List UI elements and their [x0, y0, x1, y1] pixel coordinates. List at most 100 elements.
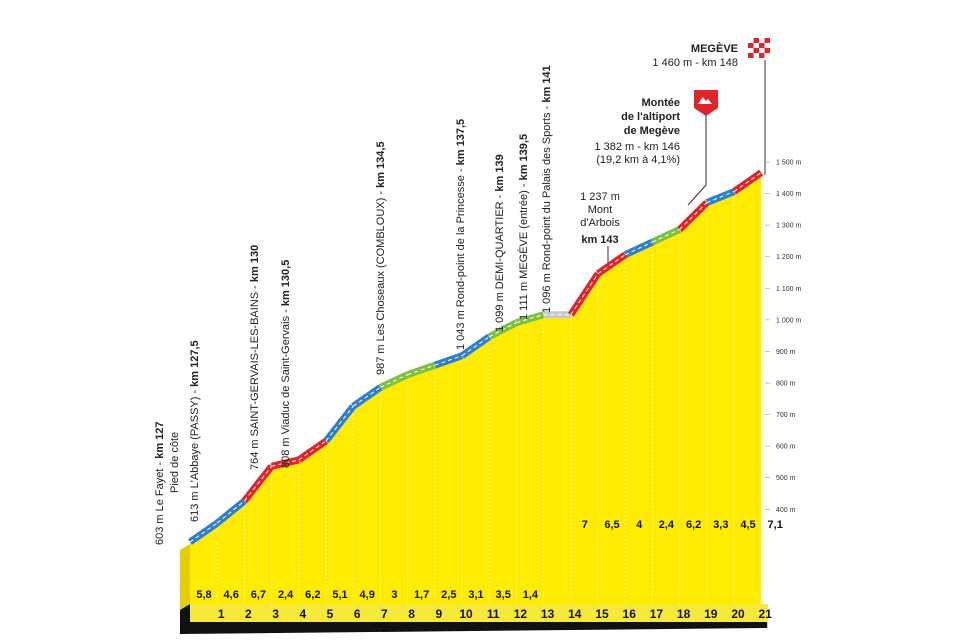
stripe-dash	[624, 241, 653, 256]
grade-label: 1,7	[414, 589, 429, 601]
grade-label: 5,8	[196, 589, 211, 601]
grade-label: 3,1	[468, 589, 483, 601]
place-name: 613 m L'Abbaye (PASSY) -	[189, 387, 201, 522]
stripe-dash	[244, 465, 272, 502]
place-name: 1 043 m Rond-point de la Princesse -	[455, 165, 467, 350]
grade-label: 2,5	[441, 589, 456, 601]
altiport-line: (19,2 km à 4,1%)	[596, 154, 680, 166]
altiport-line: 1 382 m - km 146	[594, 141, 680, 153]
place-km: km 127	[154, 421, 166, 458]
km-label: 18	[677, 607, 691, 621]
grade-label: 2,4	[278, 589, 294, 601]
place-annotation: 603 m Le Fayet - km 127	[154, 421, 166, 545]
place-name: 808 m Viaduc de Saint-Gervais -	[280, 306, 292, 468]
grade-label: 3,5	[496, 589, 511, 601]
place-km: km 137,5	[455, 119, 467, 165]
place-name: 603 m Le Fayet -	[154, 459, 166, 545]
y-tick-label: 900 m	[776, 349, 796, 356]
finish-title: MEGÈVE	[691, 42, 738, 55]
stripe-dash	[271, 459, 299, 467]
y-tick-label: 400 m	[776, 507, 796, 514]
altiport-flag	[694, 90, 718, 116]
place-annotation: 613 m L'Abbaye (PASSY) - km 127,5	[189, 340, 201, 522]
km-label: 16	[623, 607, 637, 621]
place-annotation: 1 043 m Rond-point de la Princesse - km …	[455, 119, 467, 350]
stripe-dash	[407, 364, 435, 376]
stripe-dash	[679, 202, 708, 230]
grade-label: 7,1	[768, 519, 783, 531]
place-name: Pied de côte	[169, 432, 181, 493]
finish-flag	[748, 38, 770, 58]
place-name: 1 099 m DEMI-QUARTIER -	[494, 192, 506, 332]
altiport-title: de l'altiport	[621, 111, 680, 123]
place-annotation: 764 m SAINT-GERVAIS-LES-BAINS - km 130	[249, 245, 261, 470]
stripe-dash	[434, 355, 463, 366]
y-tick-label: 1 400 m	[776, 191, 801, 198]
stripe-dash	[380, 374, 408, 388]
km-label: 11	[487, 607, 500, 621]
profile-side	[180, 544, 190, 610]
y-tick-label: 800 m	[776, 381, 796, 388]
stripe-dash	[216, 500, 245, 524]
place-km: km 134,5	[375, 141, 387, 187]
km-label: 13	[541, 607, 555, 621]
grade-label: 7	[582, 519, 588, 531]
place-name: 1 096 m Rond-point du Palais des Sports …	[541, 103, 553, 313]
stripe-dash	[733, 172, 762, 192]
stripe-dash	[352, 386, 381, 407]
profile-area	[190, 174, 762, 604]
stripe-dash	[597, 254, 626, 275]
arbois-line: 1 237 m	[580, 191, 620, 203]
km-label: 9	[435, 607, 442, 621]
km-label: 20	[731, 607, 745, 621]
stripe-dash	[298, 440, 327, 461]
grade-label: 6,2	[305, 589, 320, 601]
place-name: 1 111 m MEGÈVE (entrée) -	[517, 180, 530, 320]
stripe-dash	[516, 314, 544, 324]
place-annotation: 1 099 m DEMI-QUARTIER - km 139	[494, 154, 506, 332]
place-name: 764 m SAINT-GERVAIS-LES-BAINS -	[249, 282, 261, 470]
place-km: km 127,5	[189, 340, 201, 386]
km-label: 14	[568, 607, 582, 621]
km-label: 19	[704, 607, 718, 621]
grade-label: 6,7	[251, 589, 266, 601]
finish-line: 1 460 m - km 148	[652, 57, 738, 69]
stripe-dash	[189, 522, 218, 543]
grade-label: 5,1	[332, 589, 347, 601]
stripe-dash	[652, 229, 680, 243]
place-name: 987 m Les Choseaux (COMBLOUX) -	[375, 188, 387, 375]
grade-label: 3	[391, 589, 397, 601]
stripe-dash	[461, 336, 490, 357]
y-tick-label: 700 m	[776, 412, 796, 419]
y-tick-label: 1 100 m	[776, 286, 801, 293]
stripe-dash	[570, 273, 599, 315]
altiport-title: de Megève	[624, 125, 680, 137]
stripe-dash	[325, 405, 354, 442]
km-label: 10	[459, 607, 473, 621]
grade-label: 3,3	[713, 519, 728, 531]
km-label: 8	[408, 607, 415, 621]
stripe-dash	[488, 322, 517, 338]
y-tick-label: 1 200 m	[776, 254, 801, 261]
grade-label: 6,2	[686, 519, 701, 531]
y-tick-label: 1 500 m	[776, 160, 801, 167]
grade-label: 4,9	[360, 589, 375, 601]
grade-label: 4	[636, 519, 643, 531]
grade-label: 2,4	[659, 519, 675, 531]
km-label: 2	[245, 607, 252, 621]
altiport-pole	[687, 108, 707, 206]
place-annotation: Pied de côte	[169, 432, 181, 493]
y-tick-label: 1 300 m	[776, 223, 801, 230]
y-tick-label: 1 000 m	[776, 317, 801, 324]
km-label: 1	[218, 607, 225, 621]
grade-label: 4,6	[224, 589, 239, 601]
km-label: 17	[650, 607, 664, 621]
grade-label: 4,5	[740, 519, 755, 531]
km-label: 7	[381, 607, 388, 621]
grade-label: 6,5	[604, 519, 619, 531]
km-label: 4	[299, 607, 306, 621]
place-km: km 130,5	[280, 260, 292, 306]
arbois-line: d'Arbois	[580, 217, 620, 229]
km-label: 3	[272, 607, 279, 621]
